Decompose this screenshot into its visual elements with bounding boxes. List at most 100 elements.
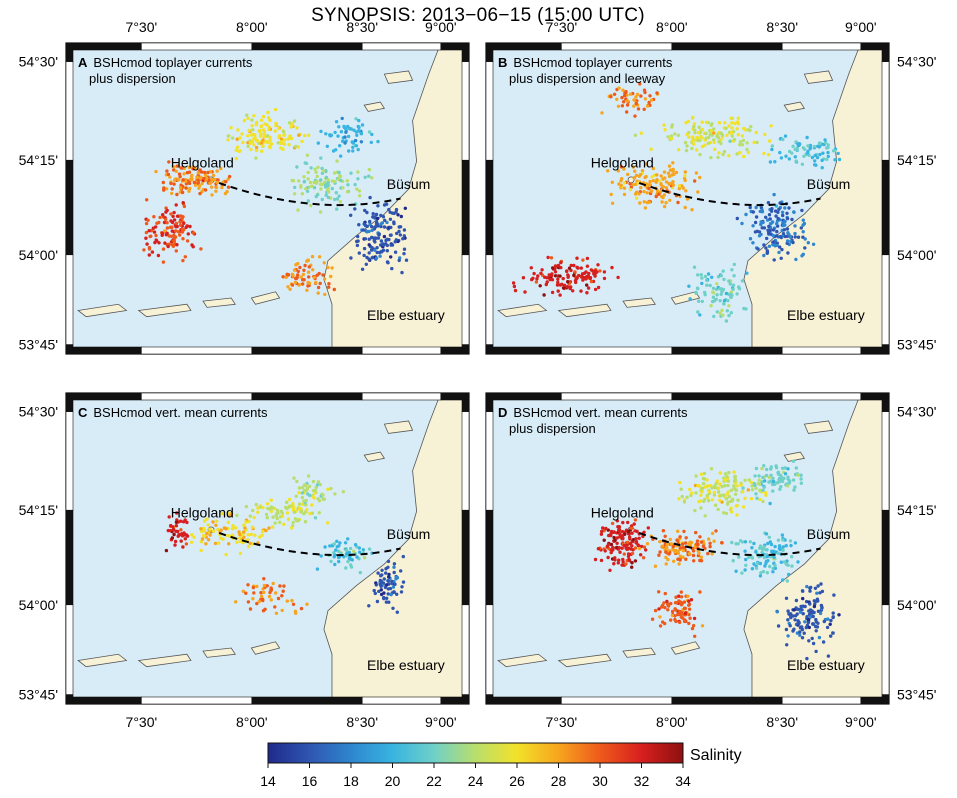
particle	[336, 549, 341, 553]
colorbar-tick-label: 18	[343, 773, 359, 789]
particle	[169, 181, 173, 186]
island	[363, 451, 386, 462]
particle	[817, 145, 821, 149]
particle	[268, 590, 272, 595]
particle	[191, 231, 196, 235]
particle	[177, 172, 182, 176]
particle	[772, 240, 776, 244]
particle	[701, 476, 706, 481]
particle	[780, 210, 785, 214]
particle	[319, 187, 323, 191]
particle	[608, 568, 612, 572]
particle	[814, 624, 818, 629]
particle	[148, 234, 152, 239]
particle	[536, 274, 540, 278]
particle	[643, 90, 647, 95]
particle	[302, 268, 306, 272]
particle	[178, 233, 182, 237]
particle	[296, 145, 300, 149]
particle	[721, 269, 725, 273]
particle	[780, 466, 785, 470]
particle	[299, 606, 304, 611]
particle	[261, 144, 265, 148]
particle	[721, 313, 725, 317]
particle	[650, 617, 655, 621]
panel-letter: B	[498, 55, 507, 70]
particle	[622, 181, 627, 185]
particle	[579, 289, 583, 293]
particle	[732, 262, 736, 267]
particle	[621, 520, 625, 525]
particle	[235, 137, 239, 141]
particle	[363, 208, 367, 213]
particle	[696, 273, 700, 277]
particle	[749, 497, 754, 501]
particle	[754, 466, 759, 471]
particle	[402, 234, 406, 238]
particle	[790, 555, 794, 559]
particle	[766, 201, 771, 205]
particle	[727, 124, 731, 128]
particle	[625, 103, 630, 107]
particle	[601, 526, 605, 530]
particle	[161, 260, 166, 264]
particle	[553, 264, 558, 268]
particle	[618, 532, 622, 536]
frame-segment	[65, 694, 74, 705]
lat-tick-label: 54°15'	[19, 502, 58, 518]
particle	[565, 285, 570, 289]
particle	[553, 270, 558, 274]
particle	[344, 548, 349, 553]
particle	[257, 129, 261, 133]
particle	[180, 534, 185, 538]
particle	[381, 215, 386, 219]
particle	[725, 474, 729, 479]
particle	[787, 149, 792, 154]
particle	[377, 232, 381, 236]
particle	[754, 566, 759, 570]
particle	[254, 156, 258, 160]
particle	[716, 155, 720, 160]
particle	[723, 121, 727, 125]
particle	[825, 625, 830, 630]
particle	[370, 132, 374, 137]
particle	[375, 599, 380, 604]
particle	[664, 201, 668, 205]
particle	[234, 148, 238, 152]
island	[803, 70, 834, 84]
particle	[600, 529, 604, 534]
particle	[538, 284, 542, 288]
particle	[319, 554, 323, 558]
particle	[187, 181, 192, 186]
particle	[602, 276, 607, 281]
frame-segment	[65, 509, 74, 606]
particle	[402, 252, 406, 256]
particle	[304, 187, 308, 191]
particle	[335, 545, 339, 549]
particle	[269, 505, 273, 509]
particle	[226, 134, 230, 138]
particle	[259, 125, 263, 129]
particle	[294, 494, 298, 498]
particle	[398, 233, 402, 237]
particle	[667, 602, 671, 606]
particle	[386, 592, 390, 596]
particle	[206, 538, 211, 542]
particle	[810, 155, 815, 160]
lat-tick-label: 54°30'	[19, 54, 58, 70]
particle	[801, 235, 805, 239]
particle	[700, 276, 704, 280]
particle	[166, 528, 170, 533]
particle	[669, 542, 674, 546]
particle	[771, 233, 775, 238]
particle	[178, 223, 183, 227]
particle	[585, 283, 589, 287]
particle	[256, 510, 260, 514]
particle	[260, 529, 265, 534]
particle	[371, 212, 375, 216]
particle	[202, 170, 207, 175]
particle	[220, 512, 224, 516]
particle	[593, 287, 598, 292]
particle	[709, 304, 713, 308]
particle	[404, 258, 409, 262]
